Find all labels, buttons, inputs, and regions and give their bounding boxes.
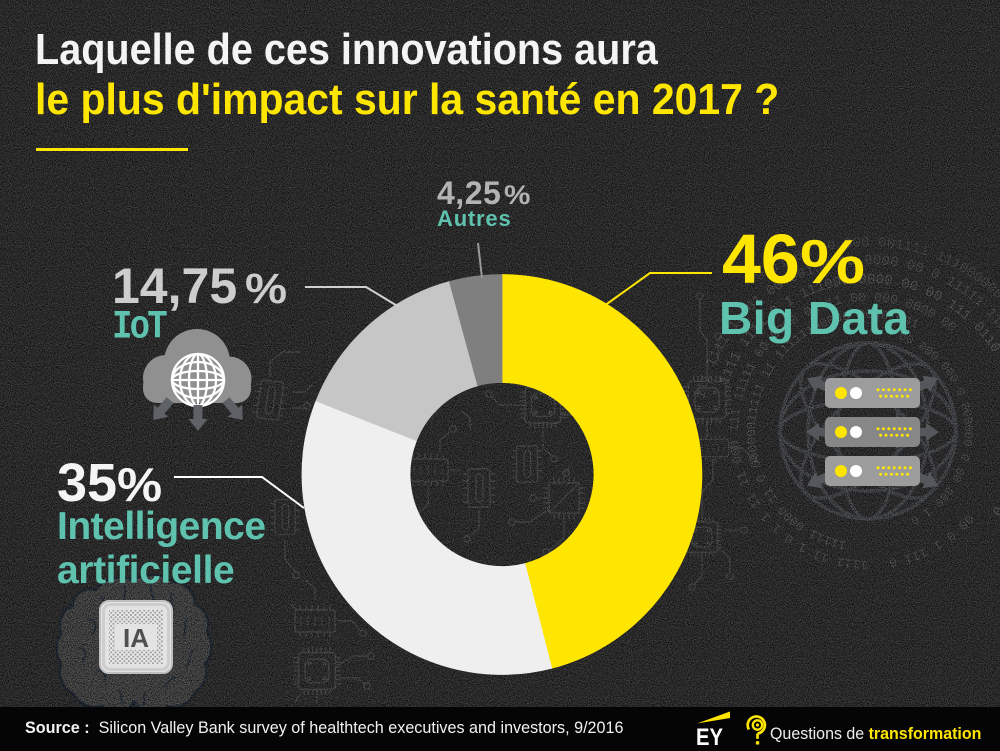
svg-text:EY: EY (696, 724, 723, 751)
svg-text:IA: IA (123, 623, 149, 653)
